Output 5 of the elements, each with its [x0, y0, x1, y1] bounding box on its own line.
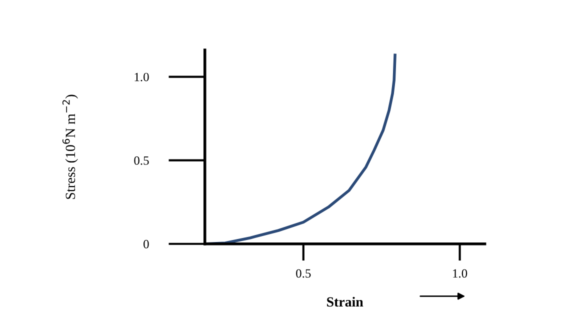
y-tick-label: 1.0 [134, 72, 149, 82]
y-tick-label: 0 [144, 240, 149, 248]
y-axis-title: Stress (10$^{6}$N m$^{−2}$) [62, 94, 78, 199]
y-tick-label: 0.5 [134, 156, 149, 165]
x-axis-title: Strain [327, 296, 364, 307]
